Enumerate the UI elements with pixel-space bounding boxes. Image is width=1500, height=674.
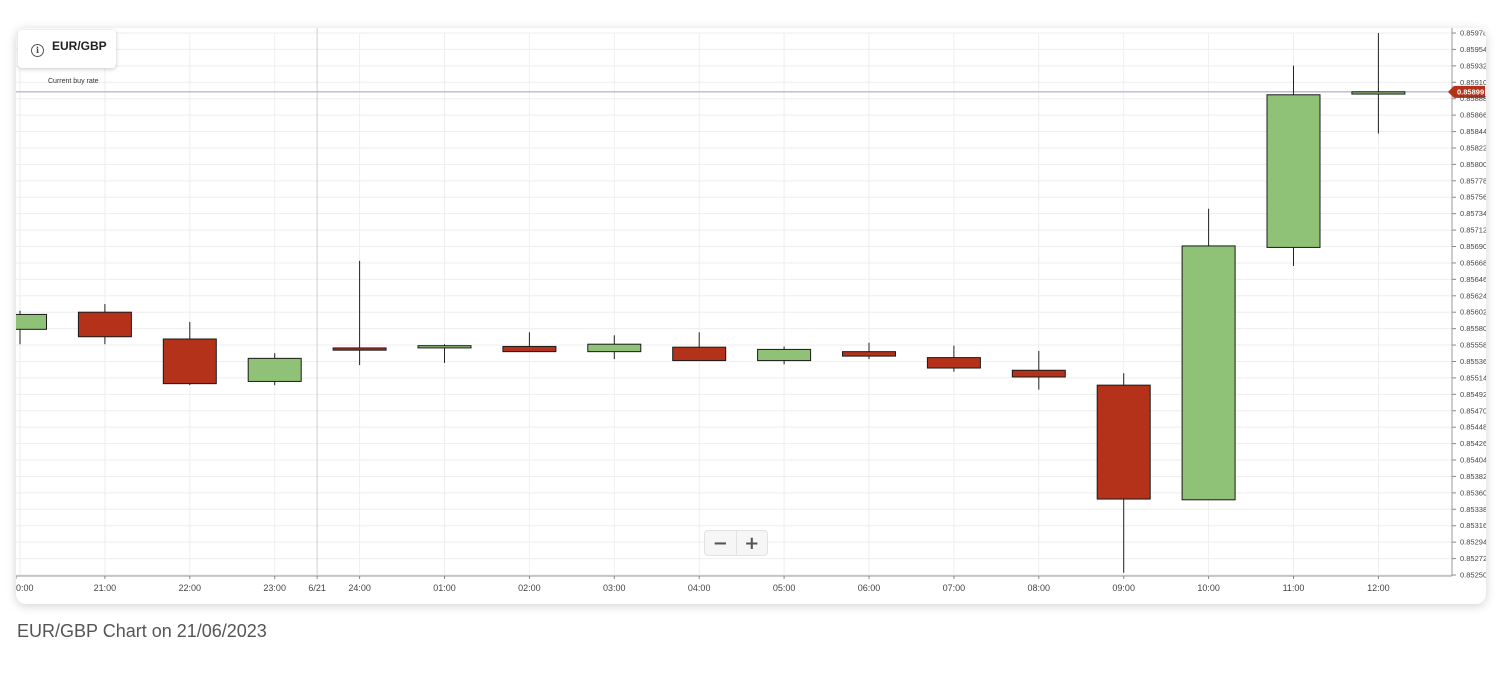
y-tick-label: 0.85602	[1460, 308, 1486, 317]
x-tick-label: 04:00	[688, 583, 711, 593]
y-tick-label: 0.85646	[1460, 275, 1486, 284]
x-tick-label: 08:00	[1028, 583, 1051, 593]
y-tick-label: 0.85580	[1460, 324, 1486, 333]
y-tick-label: 0.85514	[1460, 373, 1486, 382]
y-tick-label: 0.85866	[1460, 111, 1486, 120]
candlestick-chart[interactable]: 0.85899 0.85978 0.85954 0.85932 0.85910 0.85…	[16, 28, 1486, 604]
zoom-control: − +	[704, 530, 768, 556]
candles-group	[16, 33, 1406, 573]
chart-caption: EUR/GBP Chart on 21/06/2023	[17, 621, 267, 641]
y-tick-label: 0.85888	[1460, 94, 1486, 103]
x-axis-tick-labels: 0:00 21:00 22:00 23:00 6/21 24:00 01:00 02:00 03…	[16, 583, 1390, 593]
y-tick-label: 0.85272	[1460, 554, 1486, 563]
candle-body	[587, 343, 642, 353]
candle-body	[502, 345, 557, 353]
symbol-info-panel[interactable]: i EUR/GBP	[18, 30, 116, 68]
info-icon[interactable]: i	[31, 44, 44, 57]
candle-body	[417, 345, 472, 349]
y-tick-label: 0.85624	[1460, 291, 1486, 300]
candle-body	[16, 313, 47, 330]
current-rate-badge-label: 0.85899	[1457, 88, 1484, 97]
y-tick-label: 0.85668	[1460, 258, 1486, 267]
grid-lines	[16, 28, 1452, 576]
x-tick-label: 07:00	[943, 583, 966, 593]
chart-card: 0.85899 0.85978 0.85954 0.85932 0.85910 0.85…	[16, 28, 1486, 604]
y-tick-label: 0.85536	[1460, 357, 1486, 366]
y-tick-label: 0.85978	[1460, 29, 1486, 38]
candle-body	[1351, 91, 1406, 95]
x-tick-label: 12:00	[1367, 583, 1390, 593]
y-tick-label: 0.85382	[1460, 472, 1486, 481]
y-tick-label: 0.85734	[1460, 209, 1486, 218]
x-tick-label: 02:00	[518, 583, 541, 593]
candle-body	[672, 346, 727, 362]
x-tick-label: 03:00	[603, 583, 626, 593]
x-tick-label: 21:00	[94, 583, 117, 593]
candle-body	[1266, 94, 1321, 248]
y-tick-label: 0.85294	[1460, 538, 1486, 547]
candle-body	[162, 338, 217, 385]
y-tick-label: 0.85360	[1460, 488, 1486, 497]
reference-line-group: 0.85899	[16, 85, 1485, 98]
x-tick-label: 09:00	[1112, 583, 1135, 593]
y-tick-label: 0.85250	[1460, 571, 1486, 580]
current-rate-badge	[1448, 85, 1485, 98]
x-tick-label: 6/21	[308, 583, 326, 593]
x-tick-label: 11:00	[1283, 583, 1305, 593]
candle-body	[247, 357, 302, 382]
y-tick-label: 0.85492	[1460, 390, 1486, 399]
y-tick-label: 0.85470	[1460, 406, 1486, 415]
candle-body	[757, 348, 812, 362]
x-tick-label: 24:00	[348, 583, 371, 593]
zoom-out-button[interactable]: −	[712, 532, 728, 554]
y-tick-label: 0.85910	[1460, 78, 1486, 87]
y-axis-tick-labels: 0.859780.859540.859320.859100.858880.858…	[1460, 29, 1486, 580]
candle-body	[1181, 245, 1236, 501]
candle-body	[332, 347, 387, 351]
x-tick-label: 06:00	[858, 583, 881, 593]
zoom-in-button[interactable]: +	[735, 531, 768, 555]
y-tick-label: 0.85338	[1460, 505, 1486, 514]
y-tick-label: 0.85426	[1460, 439, 1486, 448]
current-buy-rate-label: Current buy rate	[48, 78, 99, 85]
y-tick-label: 0.85800	[1460, 160, 1486, 169]
y-tick-label: 0.85404	[1460, 456, 1486, 465]
candle-body	[1011, 369, 1066, 378]
candle-body	[842, 351, 896, 357]
y-tick-label: 0.85778	[1460, 176, 1486, 185]
candle-body	[1096, 384, 1151, 500]
x-tick-label: 23:00	[263, 583, 286, 593]
y-tick-label: 0.85448	[1460, 423, 1486, 432]
y-tick-label: 0.85690	[1460, 242, 1486, 251]
y-tick-label: 0.85558	[1460, 341, 1486, 350]
y-tick-label: 0.85932	[1460, 61, 1486, 70]
candle-body	[926, 357, 981, 369]
candle-body	[77, 311, 132, 338]
y-tick-label: 0.85712	[1460, 226, 1486, 235]
y-tick-label: 0.85954	[1460, 45, 1486, 54]
x-tick-label: 05:00	[773, 583, 796, 593]
y-tick-label: 0.85756	[1460, 193, 1486, 202]
x-tick-label: 01:00	[433, 583, 456, 593]
x-tick-label: 10:00	[1197, 583, 1220, 593]
x-tick-label: 22:00	[179, 583, 202, 593]
y-tick-label: 0.85822	[1460, 143, 1486, 152]
axes	[16, 28, 1456, 579]
symbol-label: EUR/GBP	[52, 39, 107, 53]
y-tick-label: 0.85316	[1460, 521, 1486, 530]
y-tick-label: 0.85844	[1460, 127, 1486, 136]
x-tick-label: 0:00	[16, 583, 34, 593]
